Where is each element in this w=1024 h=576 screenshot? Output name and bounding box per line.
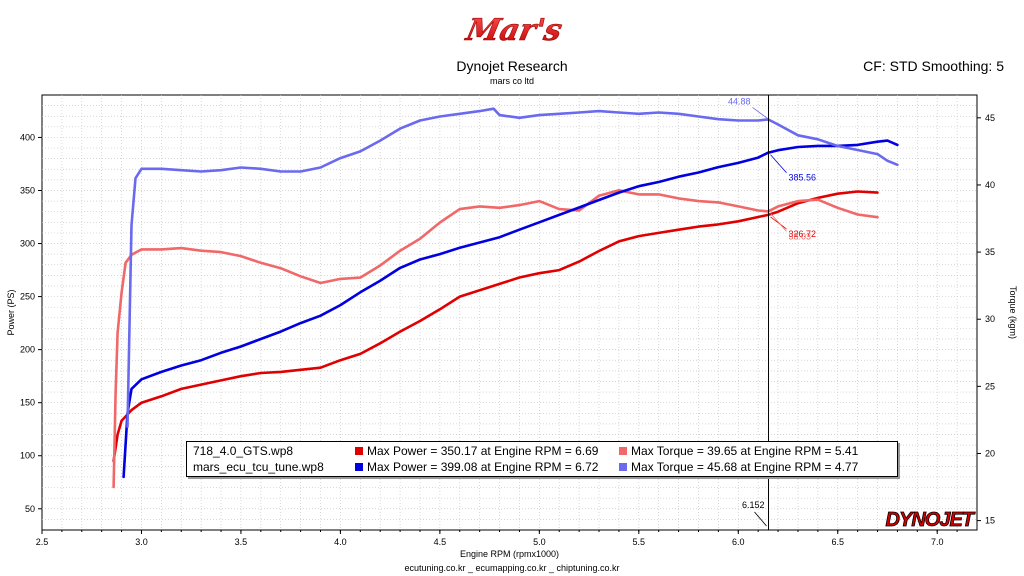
x-axis-label: Engine RPM (rpmx1000) [460, 549, 559, 559]
x-tick-label: 4.5 [434, 537, 447, 547]
x-tick-label: 3.5 [235, 537, 248, 547]
y2-tick-label: 25 [985, 381, 995, 391]
y-tick-label: 50 [25, 504, 35, 514]
y-tick-label: 300 [20, 239, 35, 249]
y2-tick-label: 35 [985, 247, 995, 257]
y2-tick-label: 20 [985, 448, 995, 458]
y2-axis-label: Torque (kgm) [1008, 286, 1018, 339]
legend-swatch [619, 447, 627, 455]
dynojet-watermark-logo: DYNOJET [886, 509, 976, 531]
legend-swatch [619, 463, 627, 471]
legend-row: mars_ecu_tcu_tune.wp8 Max Power = 399.08… [187, 459, 897, 475]
y2-tick-label: 30 [985, 314, 995, 324]
y-axis-label: Power (PS) [6, 289, 16, 335]
brand-logo: Mar's [462, 13, 565, 48]
legend-swatch [355, 463, 363, 471]
annotation-pointer [770, 213, 787, 232]
x-tick-label: 2.5 [36, 537, 49, 547]
legend-file-name: mars_ecu_tcu_tune.wp8 [193, 460, 324, 474]
legend-row: 718_4.0_GTS.wp8 Max Power = 350.17 at En… [187, 443, 897, 459]
chart-legend: 718_4.0_GTS.wp8 Max Power = 350.17 at En… [186, 441, 898, 477]
correction-factor-info: CF: STD Smoothing: 5 [863, 58, 1004, 74]
annotation-pointer [752, 107, 768, 119]
y2-tick-label: 45 [985, 113, 995, 123]
y-tick-label: 350 [20, 185, 35, 195]
series-line-mars-ecu-tcu-tune-wp8-power [122, 139, 899, 479]
y2-tick-label: 40 [985, 180, 995, 190]
x-tick-label: 7.0 [931, 537, 944, 547]
series-line-718-4-0-gts-wp8-power [112, 190, 879, 463]
y-tick-label: 250 [20, 292, 35, 302]
chart-subtitle: mars co ltd [489, 76, 534, 86]
legend-swatch [355, 447, 363, 455]
y-tick-label: 400 [20, 132, 35, 142]
series-line-mars-ecu-tcu-tune-wp8-torque [126, 107, 899, 428]
annotation-label: 44.88 [728, 96, 751, 106]
annotation-label: 38.03 [789, 231, 812, 241]
y-tick-label: 100 [20, 451, 35, 461]
chart-title: Dynojet Research [456, 58, 568, 74]
y-tick-label: 150 [20, 398, 35, 408]
footer-links: ecutuning.co.kr _ ecumapping.co.kr _ chi… [404, 563, 620, 573]
cursor-value-label: 6.152 [742, 500, 765, 510]
x-tick-label: 5.0 [533, 537, 546, 547]
legend-power: Max Power = 399.08 at Engine RPM = 6.72 [367, 460, 599, 474]
x-tick-label: 6.0 [732, 537, 745, 547]
legend-file-name: 718_4.0_GTS.wp8 [193, 444, 294, 458]
annotation-pointer [770, 154, 787, 173]
cursor-pointer [754, 511, 767, 527]
x-tick-label: 6.5 [831, 537, 844, 547]
x-tick-label: 5.5 [633, 537, 646, 547]
series-line-718-4-0-gts-wp8-torque [112, 189, 879, 489]
annotation-label: 326.72 [789, 229, 817, 239]
legend-torque: Max Torque = 45.68 at Engine RPM = 4.77 [631, 460, 859, 474]
legend-torque: Max Torque = 39.65 at Engine RPM = 5.41 [631, 444, 859, 458]
y2-tick-label: 15 [985, 516, 995, 526]
x-tick-label: 4.0 [334, 537, 347, 547]
annotation-label: 385.56 [789, 173, 817, 183]
y-tick-label: 200 [20, 345, 35, 355]
x-tick-label: 3.0 [135, 537, 148, 547]
svg-text:Mar's: Mar's [462, 13, 565, 48]
legend-power: Max Power = 350.17 at Engine RPM = 6.69 [367, 444, 599, 458]
